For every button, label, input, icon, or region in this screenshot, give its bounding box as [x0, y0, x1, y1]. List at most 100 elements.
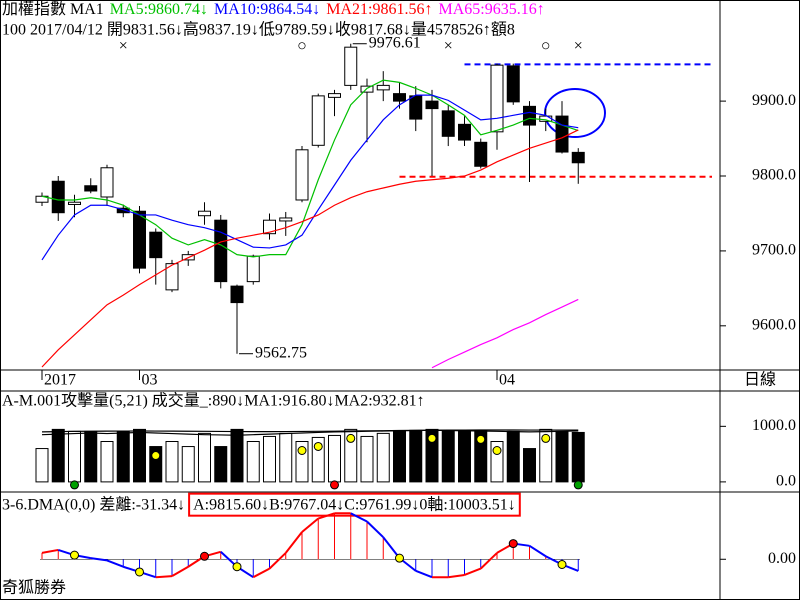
chart-title: 加權指數 MA1 — [2, 0, 104, 18]
volume-bar — [360, 435, 374, 483]
dma-line-segment — [41, 548, 59, 554]
highlight-ellipse — [544, 88, 606, 138]
volume-signal-dot — [151, 451, 161, 461]
volume-bar — [68, 430, 81, 483]
candle-body — [214, 219, 228, 283]
candle-body — [100, 167, 114, 198]
y-tick-label: 0.00 — [768, 550, 796, 567]
legend-entry: MA10:9864.54↓ — [214, 1, 320, 18]
volume-ma-line — [41, 429, 579, 433]
dma-signal-dot — [508, 539, 518, 549]
volume-base-dot — [330, 480, 339, 490]
annotation-label: 9562.75 — [255, 344, 307, 361]
volume-base-dot — [70, 480, 79, 490]
volume-bar — [100, 441, 114, 483]
volume-signal-dot — [541, 433, 551, 443]
candle-body — [295, 149, 309, 201]
dma-line-segment — [415, 569, 433, 579]
candle-body — [474, 141, 488, 167]
dma-signal-dot — [395, 553, 404, 563]
volume-bar — [506, 430, 520, 483]
dma-line-segment — [366, 520, 384, 538]
dma-line-segment — [155, 575, 173, 579]
volume-signal-dot — [313, 441, 323, 451]
dma-line-segment — [480, 552, 498, 570]
volume-bar — [165, 441, 179, 483]
candle-body — [133, 210, 146, 269]
candle-body — [68, 201, 81, 205]
candle-body — [116, 207, 130, 214]
volume-bar — [425, 428, 439, 483]
dma-signal-dot — [135, 567, 144, 577]
x-tick-label: 04 — [499, 372, 515, 389]
dma-line-segment — [464, 567, 482, 576]
candle-body — [328, 93, 341, 98]
volume-bar — [246, 441, 260, 483]
boxed-values: A:9815.60↓B:9767.04↓C:9761.99↓0軸:10003.5… — [193, 496, 516, 514]
candle-body — [425, 100, 439, 110]
candle-body — [311, 95, 325, 146]
candle-body — [539, 115, 553, 122]
volume-signal-dot — [476, 434, 486, 444]
signal-symbol: × — [444, 38, 453, 55]
candle-body — [393, 93, 406, 102]
dma-signal-dot — [200, 551, 209, 561]
dma-line-segment — [448, 573, 465, 579]
footer-brand: 奇狐勝券 — [2, 579, 66, 597]
candle-body — [246, 255, 260, 283]
candle-body — [230, 285, 244, 304]
dma-signal-dot — [557, 559, 567, 569]
dma-line-segment — [301, 517, 319, 533]
volume-bar — [230, 428, 244, 483]
dma-line-segment — [171, 565, 189, 577]
volume-bar — [181, 446, 195, 483]
volume-signal-dot — [297, 446, 307, 455]
candle-body — [555, 115, 569, 153]
volume-base-dot — [573, 480, 583, 490]
volume-bar — [328, 434, 341, 483]
legend-entry: MA65:9635.16↑ — [439, 1, 545, 18]
x-tick-label: 03 — [142, 372, 158, 389]
y-tick-label: 0.0 — [776, 473, 796, 490]
candle-body — [490, 64, 504, 133]
legend-entry: MA5:9860.74↓ — [110, 1, 208, 18]
panel-title: 3-6.DMA(0,0) 差離:-31.34↓ — [2, 496, 185, 514]
candle-body — [51, 180, 65, 214]
candle-body — [458, 123, 471, 141]
ma-line — [41, 129, 579, 368]
dma-line-segment — [268, 552, 287, 570]
signal-symbol: ○ — [297, 38, 307, 55]
candle-body — [84, 185, 98, 192]
ma-line — [431, 298, 579, 369]
y-tick-label: 9600.0 — [752, 316, 796, 333]
ohlc-info: 100 2017/04/12 開9831.56↓高9837.19↓低9789.5… — [2, 21, 515, 39]
candle-body — [409, 95, 423, 120]
volume-bar — [116, 430, 130, 483]
candle-body — [441, 110, 455, 137]
y-tick-label: 9800.0 — [752, 167, 796, 184]
dma-line-segment — [284, 531, 303, 554]
dma-signal-dot — [70, 550, 79, 560]
legend-entry: MA21:9861.56↑ — [326, 1, 432, 18]
volume-signal-dot — [492, 446, 502, 455]
ma-line — [41, 79, 579, 258]
volume-bar — [441, 430, 455, 483]
volume-bar — [214, 446, 228, 483]
candle-body — [571, 151, 585, 164]
y-tick-label: 9700.0 — [752, 242, 796, 259]
dma-line-segment — [528, 544, 547, 558]
volume-signal-dot — [346, 433, 356, 443]
volume-bar — [279, 432, 293, 483]
y-tick-label: 9900.0 — [752, 92, 796, 109]
dma-line-segment — [252, 567, 270, 579]
volume-bar — [458, 430, 471, 483]
dma-line-segment — [317, 512, 335, 520]
panel-title: A-M.001攻擊量(5,21) 成交量_:890↓MA1:916.80↓MA2… — [2, 392, 425, 410]
candle-body — [344, 46, 358, 86]
ma-line — [41, 94, 579, 261]
volume-bar — [84, 430, 98, 483]
dma-line-segment — [350, 512, 368, 523]
volume-bar — [198, 432, 211, 483]
period-label: 日線 — [744, 371, 776, 389]
volume-bar — [393, 430, 406, 483]
